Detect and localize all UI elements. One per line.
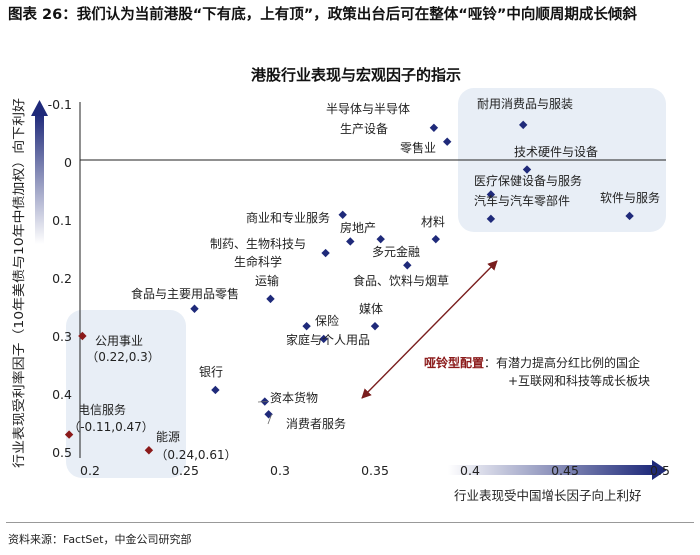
data-point [625,211,634,221]
point-label: 汽车与汽车零部件 [474,193,570,208]
point-label: 制药、生物科技与生命科学 [210,237,306,269]
x-tick-label: 0.3 [270,463,290,478]
point-label: 技术硬件与设备 [514,145,598,159]
data-point [190,304,199,313]
x-tick-label: 0.25 [171,463,199,478]
y-tick-label: 0.2 [52,271,72,286]
point-label: 运输 [255,273,279,288]
data-point [486,214,496,224]
point-label: 耐用消费品与服装 [477,97,573,111]
data-point [429,123,439,132]
data-point [431,234,440,244]
x-tick-label: 0.45 [551,463,579,478]
chart-title: 港股行业表现与宏观因子的指示 [251,66,461,84]
data-point [370,321,380,331]
source-note: 资料来源：FactSet，中金公司研究部 [8,533,192,546]
data-point [346,237,355,246]
footer-divider [6,522,694,523]
x-axis-label: 行业表现受中国增长因子向上利好 [454,488,642,503]
point-label: 家庭与个人用品 [286,332,370,347]
y-gradient-arrow [31,100,48,244]
point-value-label: （0.22,0.3） [86,350,160,364]
data-point [522,165,532,174]
point-label: 电信服务 [78,402,126,417]
point-label: 材料 [421,215,445,229]
label-leader-line [267,414,272,425]
data-point [443,137,452,146]
point-label: 半导体与半导体生产设备 [326,102,410,136]
y-tick-label: 0.5 [52,445,72,460]
x-tick-label: 0.4 [460,463,480,478]
y-tick-label: 0.4 [52,387,72,402]
data-point [403,261,412,270]
data-point [486,190,496,199]
point-label: 零售业 [400,140,436,155]
y-tick-label: -0.1 [48,97,72,112]
data-point [64,430,74,439]
point-label: 商业和专业服务 [246,210,330,225]
dumbbell-highlight: 哑铃型配置 [424,355,484,370]
point-label: 食品与主要用品零售 [131,286,239,301]
data-point [211,385,220,395]
data-point [376,234,385,244]
x-gradient-arrow [448,460,667,480]
point-label: 媒体 [359,302,383,316]
data-point [78,331,87,341]
data-point [302,321,311,331]
data-point [338,210,347,219]
dumbbell-arrow [361,260,498,399]
data-point [266,294,275,304]
data-point [519,120,528,130]
point-label: 医疗保健设备与服务 [474,173,582,188]
point-label: 消费者服务 [286,416,346,431]
point-value-label: （0.24,0.61） [155,448,236,462]
point-value-label: （-0.11,0.47） [68,420,154,434]
point-label: 公用事业 [95,334,143,348]
x-tick-label: 0.5 [650,463,670,478]
point-label: 保险 [315,313,339,328]
figure-title: 图表 26：我们认为当前港股“下有底，上有顶”，政策出台后可在整体“哑铃”中向顺… [8,7,637,23]
dumbbell-annotation-line1: 哑铃型配置：有潜力提高分红比例的国企 [424,355,640,370]
y-tick-label: 0 [64,155,72,170]
y-tick-label: 0.3 [52,329,72,344]
data-point [319,334,328,344]
data-point [321,248,330,258]
y-tick-label: 0.1 [52,213,72,228]
dumbbell-annotation-line2: +互联网和科技等成长板块 [508,374,650,388]
x-tick-label: 0.35 [361,463,389,478]
point-label: 软件与服务 [600,190,660,205]
point-label: 多元金融 [372,244,420,259]
y-axis-label: 行业表现受利率因子（10年美债与10年中债加权）向下利好 [11,98,26,468]
dividend-highlight-box [66,310,186,478]
point-label: 银行 [199,365,223,379]
x-tick-label: 0.2 [80,463,100,478]
dumbbell-text-line1: ：有潜力提高分红比例的国企 [484,355,640,370]
point-label: 房地产 [340,220,376,235]
point-label: 食品、饮料与烟草 [353,273,449,288]
point-label: 能源 [156,430,180,444]
data-point [144,446,154,455]
point-label: 资本货物 [270,390,318,405]
